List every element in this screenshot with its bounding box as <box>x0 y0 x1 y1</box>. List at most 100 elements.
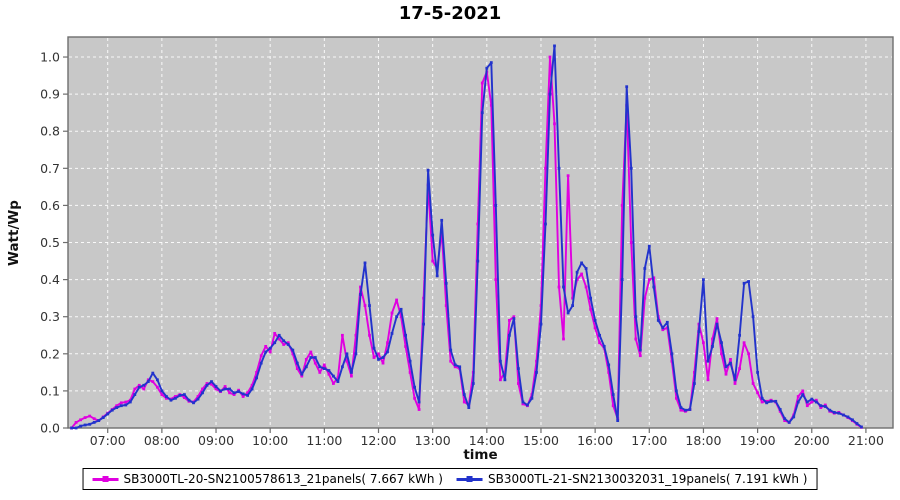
series-1-point-marker <box>115 406 119 409</box>
series-0-point-marker <box>264 345 268 348</box>
series-0-point-marker <box>805 404 809 408</box>
x-tick-label: 10:00 <box>252 433 288 448</box>
series-1-point-marker <box>860 425 863 429</box>
series-1-point-marker <box>286 343 290 346</box>
series-1-point-marker <box>205 383 209 387</box>
series-1-point-marker <box>228 387 231 391</box>
series-1-point-marker <box>250 387 254 391</box>
series-0-point-marker <box>74 421 78 424</box>
series-1-point-marker <box>702 278 705 281</box>
series-1-point-marker <box>706 359 710 363</box>
x-tick-label: 13:00 <box>415 433 451 448</box>
series-1-point-marker <box>805 400 809 404</box>
y-tick-label: 0.7 <box>40 161 60 176</box>
x-tick-label: 14:00 <box>469 433 505 448</box>
series-1-point-marker <box>264 350 268 354</box>
x-tick-label: 17:00 <box>631 433 667 448</box>
series-0-point-marker <box>273 332 277 335</box>
series-0-point-marker <box>250 383 254 387</box>
series-0-point-marker <box>729 358 732 361</box>
series-1-point-marker <box>593 319 597 322</box>
series-1-point-marker <box>679 406 683 409</box>
series-0-point-marker <box>404 345 407 348</box>
series-0-point-marker <box>327 372 331 376</box>
series-0-point-marker <box>304 358 308 361</box>
series-1-point-marker <box>232 391 236 395</box>
series-0-point-marker <box>584 285 588 289</box>
series-0-point-marker <box>223 385 227 388</box>
series-1-point-marker <box>332 374 335 378</box>
series-1-point-marker <box>377 358 380 361</box>
series-1-point-marker <box>494 204 498 207</box>
series-0-point-marker <box>228 391 231 395</box>
series-1-point-marker <box>738 333 741 337</box>
series-1-point-marker <box>562 285 565 289</box>
series-1-point-marker <box>354 352 358 356</box>
series-1-point-marker <box>778 408 782 411</box>
legend-label-series-1: SB3000TL-21-SN2130032031_19panels( 7.191… <box>488 472 808 486</box>
series-0-line-swatch-icon <box>92 476 119 482</box>
series-1-point-marker <box>255 376 258 380</box>
series-1-point-marker <box>309 356 313 359</box>
series-1-point-marker <box>363 261 367 265</box>
series-1-point-marker <box>557 166 561 170</box>
series-1-point-marker <box>665 320 669 324</box>
series-0-point-marker <box>643 296 647 300</box>
series-1-point-marker <box>756 371 759 374</box>
series-0-point-marker <box>413 396 416 400</box>
series-1-point-marker <box>598 333 601 337</box>
series-1-point-marker <box>760 396 764 400</box>
series-1-point-marker <box>643 267 647 270</box>
series-1-point-marker <box>444 281 448 285</box>
series-1-point-marker <box>480 111 484 115</box>
series-1-point-marker <box>489 61 493 64</box>
x-tick-label: 20:00 <box>794 433 830 448</box>
series-1-point-marker <box>584 267 588 270</box>
series-0-point-marker <box>742 341 746 345</box>
series-0-point-marker <box>408 371 412 374</box>
series-1-point-marker <box>823 405 827 408</box>
series-0-point-marker <box>399 315 403 319</box>
series-1-point-marker <box>620 278 624 281</box>
series-1-point-marker <box>711 345 714 348</box>
series-1-point-marker <box>715 322 719 326</box>
series-0-point-marker <box>647 278 651 281</box>
series-0-point-marker <box>814 398 818 402</box>
series-1-point-marker <box>124 403 128 407</box>
series-0-point-marker <box>214 387 218 391</box>
series-1-point-marker <box>647 244 651 248</box>
y-tick-label: 0.3 <box>40 309 60 324</box>
series-1-point-marker <box>634 315 638 319</box>
series-0-point-marker <box>760 400 764 404</box>
series-0-point-marker <box>557 285 561 289</box>
series-0-point-marker <box>210 382 213 386</box>
series-1-point-marker <box>304 365 308 369</box>
series-0-point-marker <box>720 352 723 356</box>
series-1-point-marker <box>846 415 850 419</box>
series-1-point-marker <box>74 426 78 430</box>
x-tick-label: 19:00 <box>740 433 776 448</box>
series-0-point-marker <box>796 395 800 398</box>
series-1-point-marker <box>359 293 362 296</box>
series-1-point-marker <box>259 361 263 365</box>
series-0-point-marker <box>137 383 141 387</box>
series-0-point-marker <box>444 304 448 307</box>
series-0-point-marker <box>363 304 367 307</box>
series-1-point-marker <box>638 348 642 352</box>
x-tick-label: 08:00 <box>144 433 180 448</box>
series-1-point-marker <box>851 418 854 422</box>
series-1-point-marker <box>453 363 457 367</box>
series-0-point-marker <box>165 396 168 400</box>
series-1-point-marker <box>471 382 475 385</box>
series-0-point-marker <box>390 311 394 315</box>
legend-item-series-1: SB3000TL-21-SN2130032031_19panels( 7.191… <box>457 472 807 486</box>
series-0-point-marker <box>156 385 159 389</box>
series-0-point-marker <box>255 371 258 374</box>
series-0-point-marker <box>336 376 340 380</box>
series-0-point-marker <box>133 387 137 391</box>
series-1-point-marker <box>720 341 723 345</box>
series-1-point-marker <box>237 390 240 393</box>
series-1-point-marker <box>530 396 534 400</box>
series-1-point-marker <box>151 371 155 375</box>
series-1-point-marker <box>602 345 606 348</box>
